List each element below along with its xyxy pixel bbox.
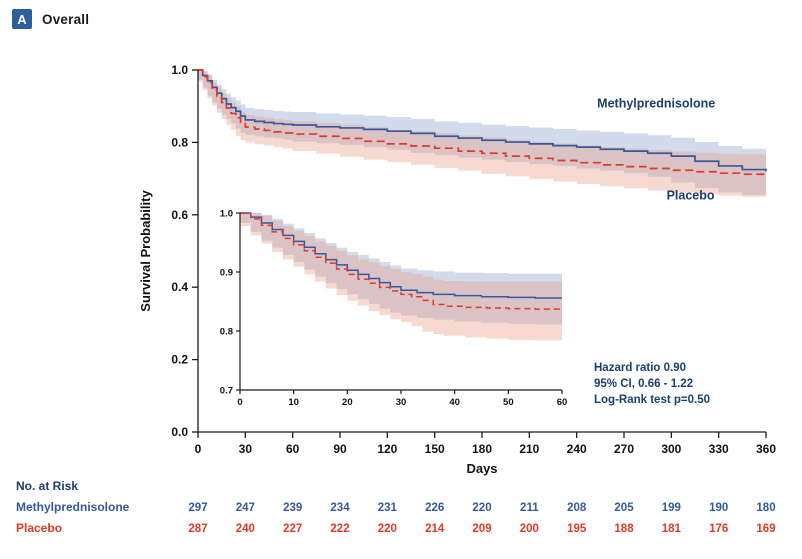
inset-x-tick-label: 10 [288,397,299,408]
x-tick-label: 30 [239,442,253,456]
risk-table-title: No. at Risk [16,479,78,493]
risk-count: 209 [472,523,491,535]
main-plot: 0.0 0.2 0.4 0.6 0.8 1.0 0 30 60 90 120 150 180 210 240… [138,63,776,476]
stats-annotation-line: Log-Rank test p=0.50 [594,394,710,406]
inset-y-tick-label: 0.9 [220,268,233,279]
risk-count: 176 [709,523,728,535]
inset-x-tick-label: 50 [503,397,514,408]
inset-y-tick-label: 0.7 [220,386,233,397]
risk-table: No. at Risk Methylprednisolone 297 247 239 23… [16,479,776,535]
risk-count: 227 [283,523,302,535]
x-tick-label: 360 [756,442,776,456]
x-tick-label: 60 [286,442,300,456]
risk-count: 214 [425,523,445,535]
x-tick-label: 330 [709,442,729,456]
risk-count: 222 [330,523,349,535]
x-tick-label: 210 [519,442,539,456]
risk-count: 297 [188,502,207,514]
y-tick-label: 0.0 [171,425,188,439]
y-tick-label: 1.0 [171,63,188,77]
risk-row-label: Placebo [16,521,62,535]
inset-plot: 0.7 0.8 0.9 1.0 0 10 20 30 40 50 60 [220,209,568,409]
stats-annotation-line: 95% CI, 0.66 - 1.22 [594,378,693,390]
ci-band-placebo [198,70,766,197]
risk-count: 181 [662,523,682,535]
inset-x-tick-label: 60 [557,397,568,408]
risk-count: 199 [662,502,681,514]
risk-count: 208 [567,502,587,514]
risk-count: 188 [614,523,634,535]
ci-band-methylprednisolone [198,70,766,195]
risk-count: 195 [567,523,587,535]
x-tick-label: 150 [425,442,445,456]
risk-count: 287 [188,523,207,535]
risk-count: 226 [425,502,444,514]
panel-header: A Overall [12,9,89,29]
y-tick-label: 0.4 [171,280,188,294]
inset-ci-band-placebo [240,213,562,341]
y-tick-label: 0.2 [171,353,188,367]
inset-x-tick-label: 30 [396,397,407,408]
x-axis-title: Days [466,461,497,476]
panel-label-badge: A [12,9,32,29]
risk-count: 190 [709,502,728,514]
risk-count: 234 [330,502,350,514]
x-tick-label: 0 [195,442,202,456]
x-tick-label: 240 [567,442,587,456]
x-tick-label: 180 [472,442,492,456]
km-curve-placebo [198,69,767,176]
risk-row-label: Methylprednisolone [16,500,130,514]
risk-count: 239 [283,502,302,514]
risk-count: 180 [756,502,775,514]
risk-count: 220 [472,502,491,514]
curve-label-placebo: Placebo [667,189,715,203]
inset-km-curve-methylprednisolone [240,212,562,299]
inset-y-tick-label: 0.8 [220,327,233,338]
inset-x-tick-label: 20 [342,397,353,408]
risk-count: 240 [236,523,255,535]
inset-x-tick-label: 40 [449,397,460,408]
inset-y-tick-label: 1.0 [220,209,233,220]
risk-count: 231 [378,502,398,514]
y-tick-label: 0.6 [171,208,188,222]
panel-title: Overall [42,11,90,27]
x-tick-label: 120 [377,442,397,456]
risk-count: 200 [520,523,539,535]
risk-count: 247 [236,502,255,514]
x-tick-label: 300 [661,442,681,456]
risk-count: 211 [520,502,539,514]
stats-annotation-line: Hazard ratio 0.90 [594,362,686,374]
inset-x-tick-label: 0 [237,397,242,408]
risk-count: 205 [614,502,634,514]
y-tick-label: 0.8 [171,135,188,149]
curve-label-methylprednisolone: Methylprednisolone [597,96,715,110]
risk-count: 220 [378,523,397,535]
km-curve-methylprednisolone [198,69,767,172]
x-tick-label: 270 [614,442,634,456]
x-tick-label: 90 [333,442,347,456]
risk-count: 169 [756,523,775,535]
y-axis-title: Survival Probability [138,190,153,312]
